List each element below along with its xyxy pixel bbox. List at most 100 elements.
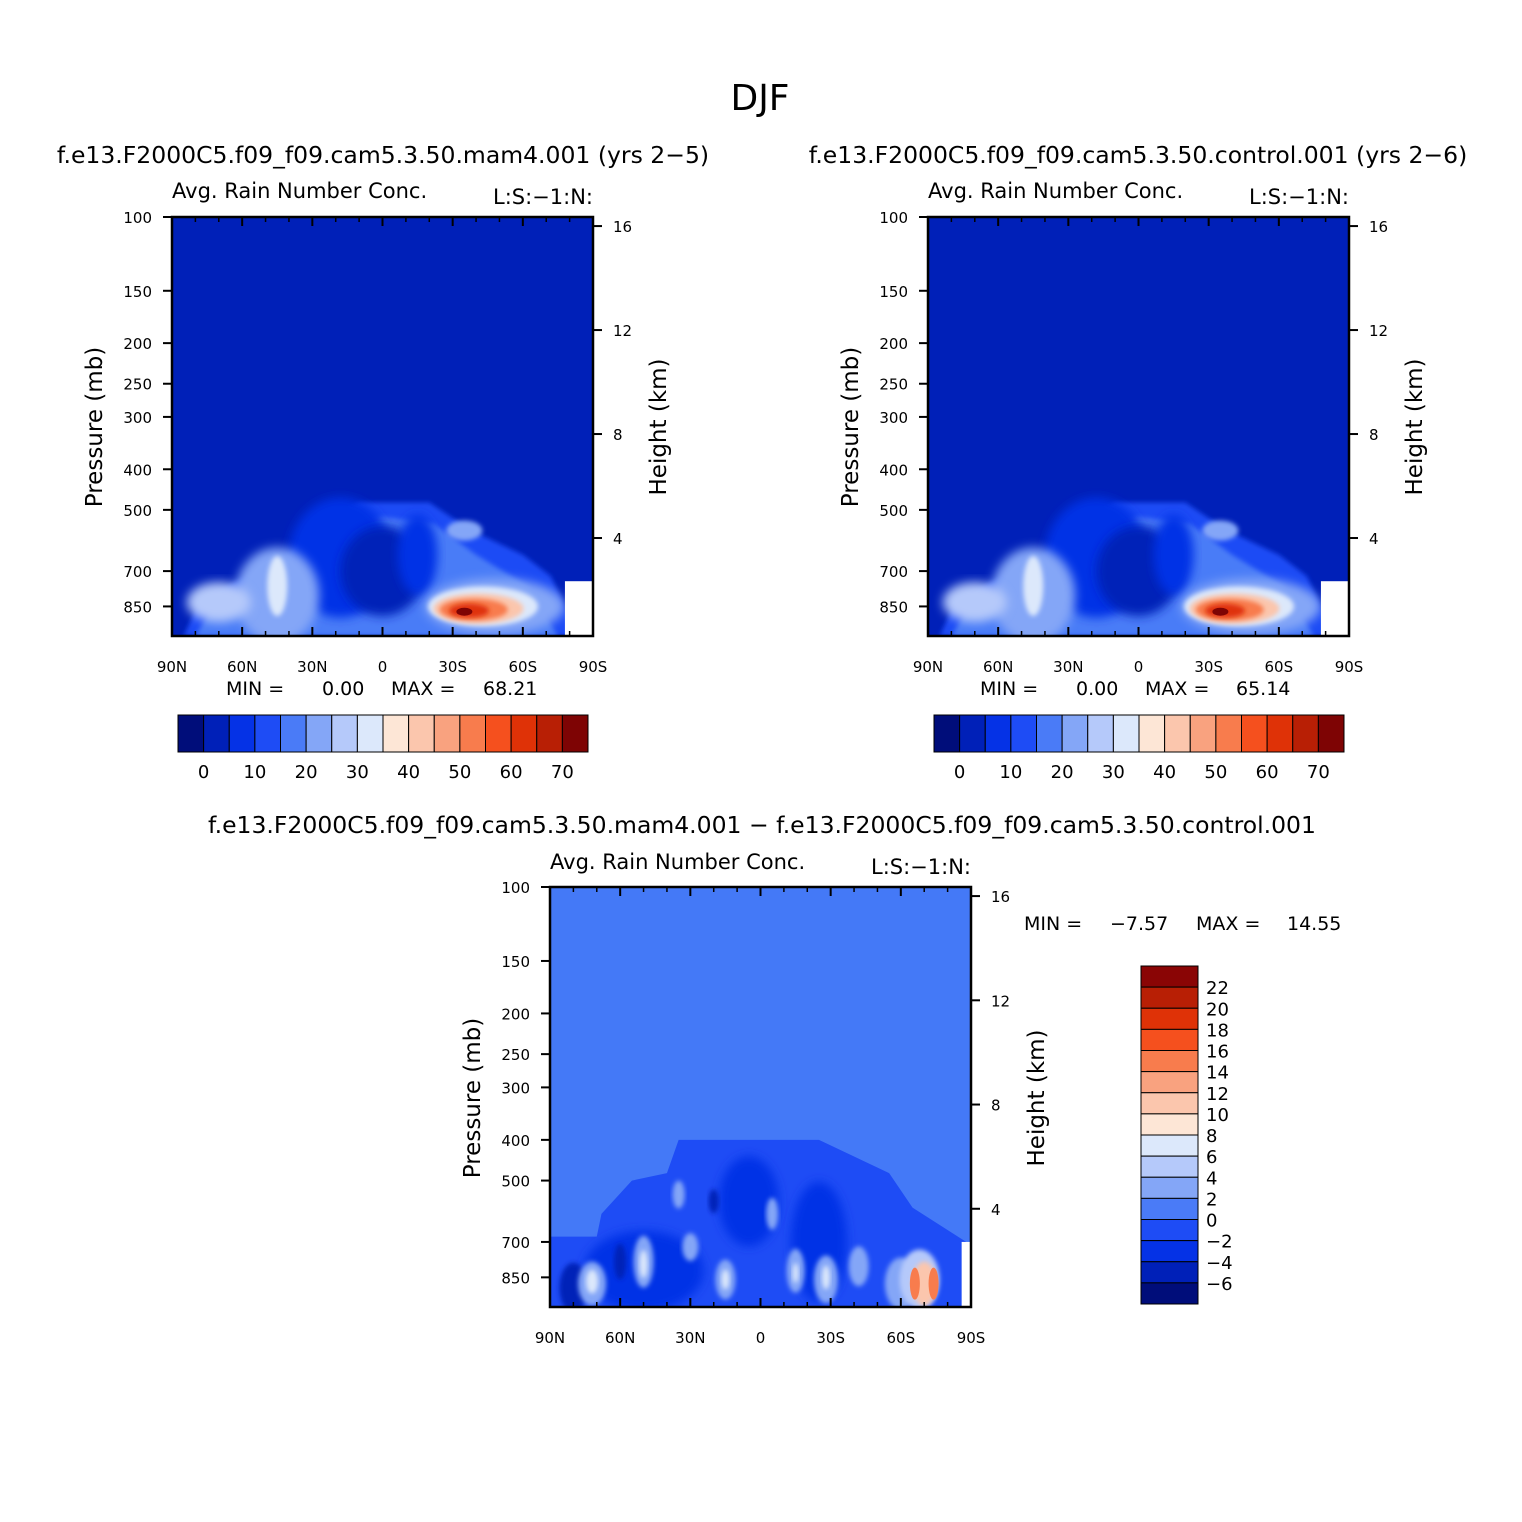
contour-region xyxy=(928,1267,939,1300)
ylabel: Pressure (mb) xyxy=(460,1018,486,1178)
x-tick-label: 30N xyxy=(1053,658,1083,676)
x-tick-label: 60S xyxy=(509,658,538,676)
y-tick-label: 300 xyxy=(501,1079,530,1097)
case-title: f.e13.F2000C5.f09_f09.cam5.3.50.control.… xyxy=(809,141,1467,169)
y-tick-label: 150 xyxy=(123,283,152,301)
colorbar-box xyxy=(1140,1092,1199,1115)
colorbar-box xyxy=(1140,1007,1199,1030)
colorbar-label: 70 xyxy=(551,762,574,783)
contour-region xyxy=(1023,556,1044,617)
colorbar-label: 30 xyxy=(346,762,369,783)
colorbar-box xyxy=(1140,1113,1199,1136)
x-tick-label: 60S xyxy=(887,1329,916,1347)
colorbar-box xyxy=(933,714,961,753)
x-tick-label: 60N xyxy=(605,1329,635,1347)
colorbar-box xyxy=(1140,986,1199,1009)
colorbar-box xyxy=(1140,1134,1199,1157)
y-tick-label: 700 xyxy=(501,1234,530,1252)
case-title: f.e13.F2000C5.f09_f09.cam5.3.50.mam4.001… xyxy=(208,811,1316,839)
contour-field xyxy=(172,217,593,636)
ylabel-right: Height (km) xyxy=(1024,1029,1050,1166)
x-tick-label: 30N xyxy=(297,658,327,676)
contour-region xyxy=(186,582,251,623)
colorbar-label: 60 xyxy=(500,762,523,783)
y-right-tick-label: 16 xyxy=(613,218,632,236)
colorbar-box xyxy=(305,714,333,753)
y-right-tick-label: 12 xyxy=(1369,322,1388,340)
max-value: 65.14 xyxy=(1236,678,1290,700)
colorbar: 0 10 20 30 40 50 60 70 xyxy=(933,714,1345,783)
contour-region xyxy=(848,1246,869,1287)
y-tick-label: 250 xyxy=(123,376,152,394)
y-tick-label: 700 xyxy=(879,563,908,581)
colorbar-box xyxy=(203,714,230,753)
colorbar-label: 40 xyxy=(397,762,420,783)
contour-region xyxy=(718,1156,779,1247)
colorbar-box xyxy=(1140,1050,1199,1073)
variable-label: Avg. Rain Number Conc. xyxy=(172,179,427,203)
colorbar-label: 20 xyxy=(1051,762,1074,783)
colorbar-label: 70 xyxy=(1307,762,1330,783)
y-tick-label: 400 xyxy=(879,461,908,479)
panel-control: f.e13.F2000C5.f09_f09.cam5.3.50.control.… xyxy=(809,141,1467,783)
x-tick-label: 0 xyxy=(756,1329,766,1347)
colorbar-box xyxy=(1061,714,1089,753)
colorbar-box xyxy=(408,714,435,753)
colorbar-box xyxy=(959,714,986,753)
colorbar-box xyxy=(228,714,256,753)
colorbar-box xyxy=(433,714,461,753)
colorbar-box xyxy=(177,714,205,753)
colorbar-box xyxy=(1087,714,1114,753)
figure-title: DJF xyxy=(730,78,789,119)
y-right-tick-label: 4 xyxy=(1369,530,1379,548)
min-label: MIN = xyxy=(226,678,284,700)
colorbar-box xyxy=(1112,714,1140,753)
min-value: −7.57 xyxy=(1110,913,1168,935)
y-tick-label: 250 xyxy=(879,376,908,394)
colorbar-label: 30 xyxy=(1102,762,1125,783)
min-label: MIN = xyxy=(980,678,1038,700)
colorbar-box xyxy=(1010,714,1037,753)
colorbar-box xyxy=(510,714,538,753)
y-tick-label: 300 xyxy=(879,409,908,427)
contour-region xyxy=(446,520,483,541)
colorbar-label: 2 xyxy=(1206,1189,1217,1210)
y-tick-label: 250 xyxy=(501,1046,530,1064)
contour-region xyxy=(672,1180,685,1209)
panel-difference: f.e13.F2000C5.f09_f09.cam5.3.50.mam4.001… xyxy=(208,811,1341,1347)
colorbar-label: 50 xyxy=(1204,762,1227,783)
ylabel-right: Height (km) xyxy=(646,358,672,495)
colorbar-label: −2 xyxy=(1206,1232,1233,1253)
colorbar-box xyxy=(1140,1028,1199,1051)
colorbar-label: 10 xyxy=(999,762,1022,783)
contour-region xyxy=(821,1265,830,1290)
y-tick-label: 100 xyxy=(501,879,530,897)
colorbar-box xyxy=(1140,1197,1199,1220)
max-label: MAX = xyxy=(391,678,455,700)
colorbar-box xyxy=(1140,1219,1199,1242)
colorbar-box xyxy=(536,714,563,753)
x-tick-label: 30N xyxy=(675,1329,705,1347)
x-tick-label: 60S xyxy=(1265,658,1294,676)
panel-mam4: f.e13.F2000C5.f09_f09.cam5.3.50.mam4.001… xyxy=(57,141,709,783)
y-tick-label: 500 xyxy=(123,502,152,520)
colorbar-box xyxy=(1140,1155,1199,1178)
y-tick-label: 850 xyxy=(123,598,152,616)
y-right-tick-label: 16 xyxy=(991,888,1010,906)
colorbar-box xyxy=(1292,714,1319,753)
y-tick-label: 400 xyxy=(123,461,152,479)
contour-region xyxy=(1153,514,1194,595)
colorbar-box xyxy=(254,714,281,753)
y-tick-label: 200 xyxy=(123,335,152,353)
y-tick-label: 850 xyxy=(501,1269,530,1287)
x-tick-label: 0 xyxy=(378,658,388,676)
colorbar-label: 50 xyxy=(448,762,471,783)
y-right-tick-label: 12 xyxy=(613,322,632,340)
y-tick-label: 500 xyxy=(879,502,908,520)
y-tick-label: 400 xyxy=(501,1132,530,1150)
colorbar-label: 18 xyxy=(1206,1020,1229,1041)
contour-region xyxy=(397,514,438,595)
min-value: 0.00 xyxy=(1076,678,1118,700)
y-tick-label: 150 xyxy=(501,953,530,971)
